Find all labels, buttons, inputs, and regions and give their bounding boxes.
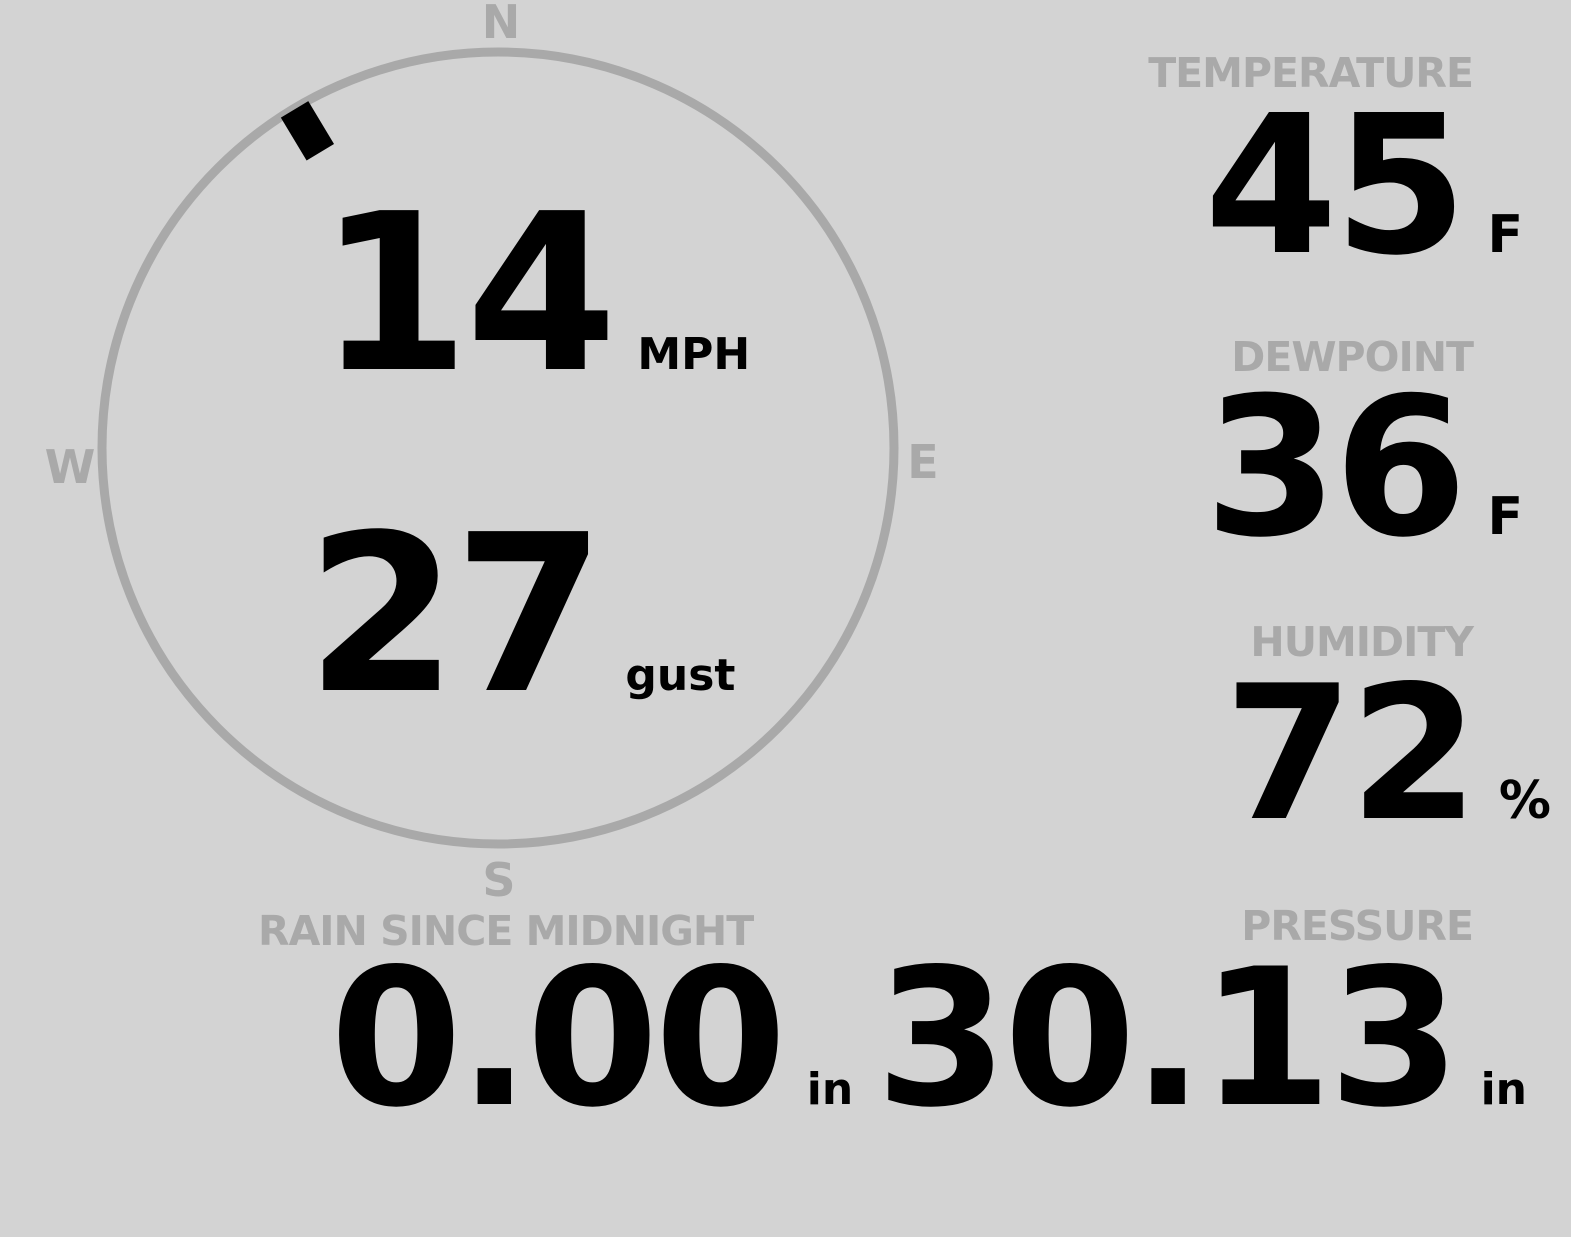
- rain-unit: in: [806, 1064, 854, 1115]
- temperature-unit: F: [1487, 205, 1523, 265]
- dewpoint: 36 F: [1204, 373, 1523, 565]
- pressure-value: 30.13: [875, 928, 1461, 1149]
- wind-gust-value: 27: [306, 489, 605, 742]
- wind-speed-unit: MPH: [637, 329, 751, 380]
- wind-gust: 27 gust: [306, 507, 735, 725]
- temperature-value: 45: [1204, 75, 1467, 298]
- wind-gust-unit: gust: [625, 650, 736, 701]
- wind-speed-value: 14: [318, 168, 617, 421]
- humidity-unit: %: [1498, 771, 1551, 831]
- dewpoint-label: DEWPOINT: [1231, 333, 1474, 381]
- rain-label: RAIN SINCE MIDNIGHT: [258, 907, 754, 955]
- wind-direction-marker: [280, 101, 335, 161]
- humidity-label: HUMIDITY: [1250, 618, 1474, 666]
- dewpoint-unit: F: [1487, 487, 1523, 547]
- pressure-unit: in: [1480, 1064, 1527, 1115]
- compass-south-label: S: [482, 853, 516, 907]
- compass-east-label: E: [907, 435, 939, 489]
- pressure: 30.13 in: [876, 944, 1527, 1134]
- humidity-value: 72: [1224, 645, 1479, 862]
- rain: 0.00 in: [330, 944, 853, 1134]
- rain-value: 0.00: [330, 928, 787, 1149]
- compass-north-label: N: [481, 0, 521, 49]
- compass-ring: [97, 47, 899, 849]
- compass-west-label: W: [44, 440, 96, 494]
- temperature-label: TEMPERATURE: [1148, 49, 1474, 97]
- humidity: 72 %: [1224, 661, 1551, 847]
- pressure-label: PRESSURE: [1241, 902, 1474, 950]
- temperature: 45 F: [1204, 91, 1523, 283]
- wind-speed: 14 MPH: [318, 186, 750, 404]
- dewpoint-value: 36: [1204, 357, 1467, 580]
